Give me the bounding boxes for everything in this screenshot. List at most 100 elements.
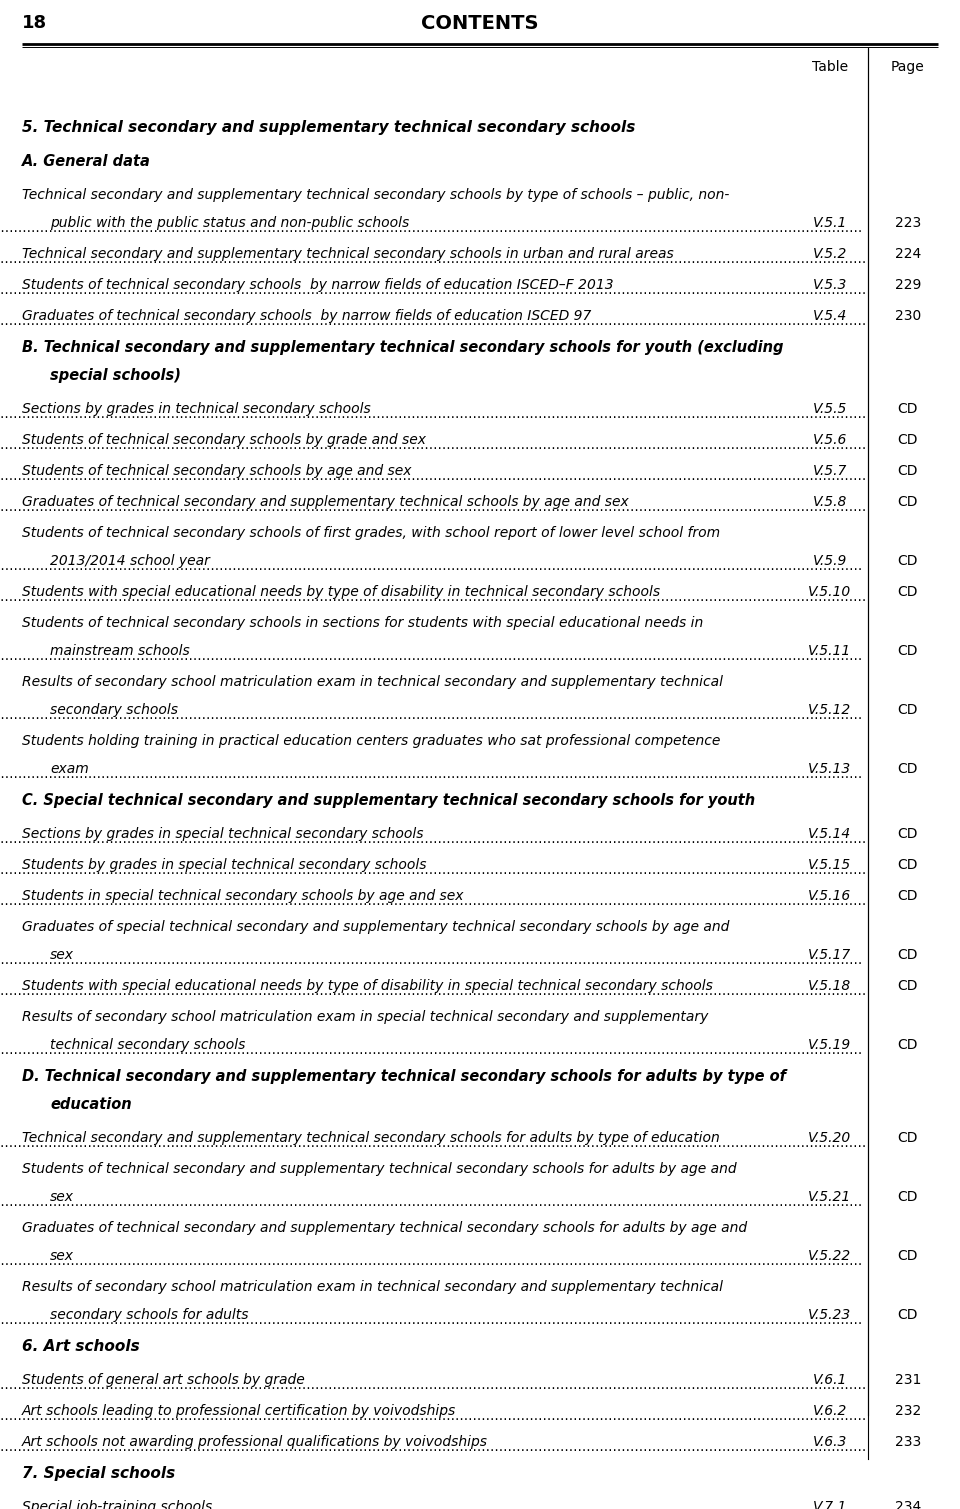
Text: Students of technical secondary and supplementary technical secondary schools fo: Students of technical secondary and supp… (22, 1162, 736, 1176)
Text: ................................................................................: ........................................… (0, 1313, 863, 1326)
Text: 233: 233 (895, 1435, 922, 1449)
Text: V.5.13: V.5.13 (808, 762, 852, 776)
Text: V.5.12: V.5.12 (808, 703, 852, 717)
Text: secondary schools for adults: secondary schools for adults (50, 1308, 249, 1322)
Text: V.6.2: V.6.2 (813, 1403, 847, 1418)
Text: ................................................................................: ........................................… (0, 863, 867, 877)
Text: ................................................................................: ........................................… (0, 469, 867, 483)
Text: V.5.18: V.5.18 (808, 979, 852, 993)
Text: Special job-training schools: Special job-training schools (22, 1500, 212, 1509)
Text: CD: CD (898, 1308, 919, 1322)
Text: ................................................................................: ........................................… (0, 831, 867, 845)
Text: Students of technical secondary schools by age and sex: Students of technical secondary schools … (22, 463, 412, 478)
Text: ................................................................................: ........................................… (0, 1043, 863, 1056)
Text: ................................................................................: ........................................… (0, 708, 863, 721)
Text: V.5.20: V.5.20 (808, 1132, 852, 1145)
Text: ................................................................................: ........................................… (0, 407, 867, 421)
Text: ................................................................................: ........................................… (0, 893, 867, 908)
Text: Graduates of special technical secondary and supplementary technical secondary s: Graduates of special technical secondary… (22, 920, 730, 934)
Text: 223: 223 (895, 216, 922, 229)
Text: V.5.11: V.5.11 (808, 644, 852, 658)
Text: ................................................................................: ........................................… (0, 282, 867, 297)
Text: CD: CD (898, 948, 919, 963)
Text: D. Technical secondary and supplementary technical secondary schools for adults : D. Technical secondary and supplementary… (22, 1068, 786, 1083)
Text: special schools): special schools) (50, 368, 180, 383)
Text: 224: 224 (895, 247, 922, 261)
Text: ................................................................................: ........................................… (0, 438, 867, 451)
Text: V.5.22: V.5.22 (808, 1249, 852, 1263)
Text: CD: CD (898, 1191, 919, 1204)
Text: V.5.3: V.5.3 (813, 278, 847, 293)
Text: V.5.10: V.5.10 (808, 585, 852, 599)
Text: 230: 230 (895, 309, 922, 323)
Text: V.7.1: V.7.1 (813, 1500, 847, 1509)
Text: ................................................................................: ........................................… (0, 558, 863, 573)
Text: Technical secondary and supplementary technical secondary schools by type of sch: Technical secondary and supplementary te… (22, 189, 730, 202)
Text: CD: CD (898, 889, 919, 902)
Text: Sections by grades in technical secondary schools: Sections by grades in technical secondar… (22, 401, 371, 416)
Text: V.5.23: V.5.23 (808, 1308, 852, 1322)
Text: sex: sex (50, 948, 74, 963)
Text: CD: CD (898, 495, 919, 509)
Text: CD: CD (898, 1132, 919, 1145)
Text: Technical secondary and supplementary technical secondary schools in urban and r: Technical secondary and supplementary te… (22, 247, 674, 261)
Text: V.5.14: V.5.14 (808, 827, 852, 841)
Text: CD: CD (898, 703, 919, 717)
Text: 7. Special schools: 7. Special schools (22, 1467, 176, 1480)
Text: V.5.1: V.5.1 (813, 216, 847, 229)
Text: Sections by grades in special technical secondary schools: Sections by grades in special technical … (22, 827, 423, 841)
Text: V.5.9: V.5.9 (813, 554, 847, 567)
Text: ................................................................................: ........................................… (0, 1195, 863, 1209)
Text: ................................................................................: ........................................… (0, 1504, 867, 1509)
Text: V.5.17: V.5.17 (808, 948, 852, 963)
Text: ................................................................................: ........................................… (0, 649, 863, 662)
Text: Students of technical secondary schools of first grades, with school report of l: Students of technical secondary schools … (22, 527, 720, 540)
Text: Students of technical secondary schools in sections for students with special ed: Students of technical secondary schools … (22, 616, 704, 629)
Text: Students of general art schools by grade: Students of general art schools by grade (22, 1373, 304, 1387)
Text: ................................................................................: ........................................… (0, 1440, 867, 1453)
Text: B. Technical secondary and supplementary technical secondary schools for youth (: B. Technical secondary and supplementary… (22, 340, 783, 355)
Text: ................................................................................: ........................................… (0, 314, 867, 327)
Text: Page: Page (891, 60, 924, 74)
Text: mainstream schools: mainstream schools (50, 644, 190, 658)
Text: CD: CD (898, 1038, 919, 1052)
Text: Students with special educational needs by type of disability in technical secon: Students with special educational needs … (22, 585, 660, 599)
Text: ................................................................................: ........................................… (0, 1378, 867, 1391)
Text: ................................................................................: ........................................… (0, 1254, 863, 1268)
Text: Students of technical secondary schools by grade and sex: Students of technical secondary schools … (22, 433, 426, 447)
Text: Art schools not awarding professional qualifications by voivodships: Art schools not awarding professional qu… (22, 1435, 488, 1449)
Text: Results of secondary school matriculation exam in technical secondary and supple: Results of secondary school matriculatio… (22, 675, 723, 690)
Text: public with the public status and non-public schools: public with the public status and non-pu… (50, 216, 409, 229)
Text: ................................................................................: ........................................… (0, 984, 867, 997)
Text: CD: CD (898, 463, 919, 478)
Text: 234: 234 (895, 1500, 922, 1509)
Text: 2013/2014 school year: 2013/2014 school year (50, 554, 210, 567)
Text: exam: exam (50, 762, 88, 776)
Text: Results of secondary school matriculation exam in special technical secondary an: Results of secondary school matriculatio… (22, 1010, 708, 1025)
Text: V.5.21: V.5.21 (808, 1191, 852, 1204)
Text: ................................................................................: ........................................… (0, 767, 863, 780)
Text: sex: sex (50, 1249, 74, 1263)
Text: V.5.4: V.5.4 (813, 309, 847, 323)
Text: 5. Technical secondary and supplementary technical secondary schools: 5. Technical secondary and supplementary… (22, 121, 636, 134)
Text: sex: sex (50, 1191, 74, 1204)
Text: ................................................................................: ........................................… (0, 1409, 867, 1423)
Text: CD: CD (898, 979, 919, 993)
Text: V.5.2: V.5.2 (813, 247, 847, 261)
Text: V.5.19: V.5.19 (808, 1038, 852, 1052)
Text: secondary schools: secondary schools (50, 703, 178, 717)
Text: ................................................................................: ........................................… (0, 1136, 867, 1150)
Text: CONTENTS: CONTENTS (421, 14, 539, 33)
Text: technical secondary schools: technical secondary schools (50, 1038, 246, 1052)
Text: CD: CD (898, 585, 919, 599)
Text: Table: Table (812, 60, 848, 74)
Text: C. Special technical secondary and supplementary technical secondary schools for: C. Special technical secondary and suppl… (22, 794, 756, 807)
Text: Graduates of technical secondary schools  by narrow fields of education ISCED 97: Graduates of technical secondary schools… (22, 309, 591, 323)
Text: Students with special educational needs by type of disability in special technic: Students with special educational needs … (22, 979, 713, 993)
Text: CD: CD (898, 554, 919, 567)
Text: ................................................................................: ........................................… (0, 499, 867, 513)
Text: V.6.3: V.6.3 (813, 1435, 847, 1449)
Text: A. General data: A. General data (22, 154, 151, 169)
Text: Art schools leading to professional certification by voivodships: Art schools leading to professional cert… (22, 1403, 456, 1418)
Text: V.5.7: V.5.7 (813, 463, 847, 478)
